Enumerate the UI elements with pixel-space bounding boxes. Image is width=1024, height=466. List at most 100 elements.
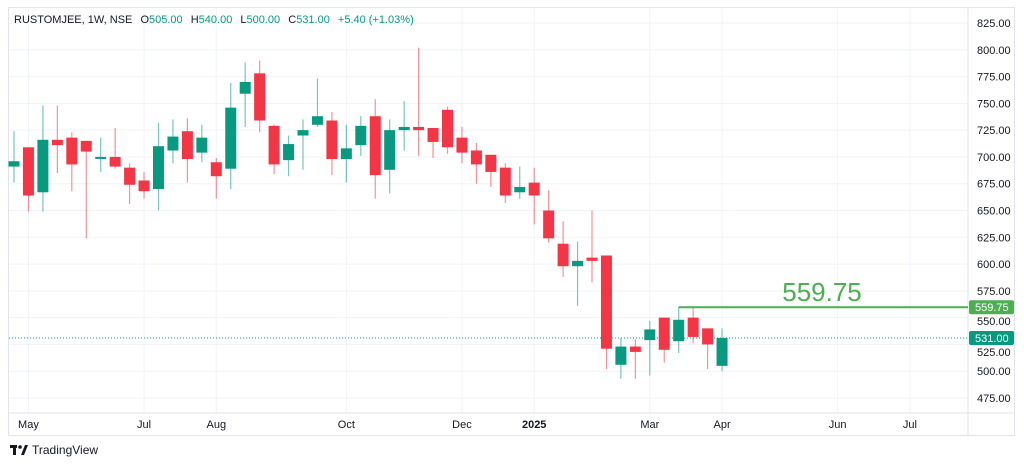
candle-body bbox=[181, 131, 193, 160]
candle bbox=[326, 111, 338, 176]
x-tick-label: Oct bbox=[338, 419, 355, 431]
tradingview-icon bbox=[10, 445, 28, 455]
candle bbox=[702, 328, 714, 370]
x-tick-label: Mar bbox=[640, 419, 659, 431]
candle-body bbox=[600, 255, 612, 349]
candle-body bbox=[326, 120, 338, 160]
candle-body bbox=[716, 337, 728, 366]
x-tick-label: Dec bbox=[452, 419, 472, 431]
y-tick-label: 650.00 bbox=[977, 205, 1011, 217]
candle-body bbox=[138, 180, 150, 192]
y-tick-label: 575.00 bbox=[977, 286, 1011, 298]
candle bbox=[644, 320, 656, 376]
candle bbox=[413, 47, 425, 156]
candle-body bbox=[658, 317, 670, 350]
open-label: O bbox=[140, 14, 149, 26]
low-label: L bbox=[240, 14, 247, 26]
candle-body bbox=[37, 139, 49, 193]
candle bbox=[629, 339, 641, 379]
candle-body bbox=[51, 139, 63, 146]
candle bbox=[340, 124, 352, 183]
candle bbox=[196, 124, 208, 163]
candle bbox=[283, 135, 295, 177]
candle-body bbox=[615, 346, 627, 365]
candle-body bbox=[413, 126, 425, 131]
candle bbox=[8, 131, 20, 183]
x-tick-label: Jun bbox=[829, 419, 847, 431]
high-value: 540.00 bbox=[198, 14, 233, 26]
y-tick-label: 725.00 bbox=[977, 125, 1011, 137]
candle bbox=[167, 119, 179, 164]
candle-body bbox=[95, 156, 107, 159]
candle bbox=[355, 116, 367, 156]
candle bbox=[80, 140, 92, 239]
candle-body bbox=[427, 127, 439, 142]
candle bbox=[442, 106, 453, 154]
candle-body bbox=[398, 126, 410, 131]
y-tick-label: 525.00 bbox=[977, 347, 1011, 359]
candle bbox=[485, 154, 497, 187]
candle-body bbox=[442, 109, 453, 148]
y-tick-label: 550.00 bbox=[977, 316, 1011, 328]
candle-body bbox=[340, 148, 352, 160]
candle bbox=[297, 119, 309, 170]
tradingview-logo[interactable]: TradingView bbox=[10, 443, 98, 457]
high-label: H bbox=[190, 14, 199, 26]
candle bbox=[153, 122, 164, 211]
candle bbox=[369, 99, 381, 199]
candle-body bbox=[355, 125, 367, 146]
chart-frame bbox=[8, 7, 1015, 436]
candle-body bbox=[153, 146, 164, 190]
candle bbox=[572, 241, 584, 306]
candle bbox=[543, 190, 555, 243]
candle bbox=[427, 127, 439, 158]
x-tick-label: May bbox=[18, 419, 39, 431]
x-tick-label: 2025 bbox=[522, 419, 546, 431]
candle bbox=[398, 101, 410, 151]
candle bbox=[210, 157, 222, 199]
candle-body bbox=[470, 150, 482, 165]
candle bbox=[557, 221, 569, 277]
candle-body bbox=[629, 346, 641, 352]
last-price-label: 531.00 bbox=[975, 333, 1009, 345]
candle bbox=[600, 255, 612, 370]
candle bbox=[716, 328, 728, 372]
candle-body bbox=[499, 167, 511, 196]
candle-body bbox=[225, 107, 237, 169]
horizontal-line-price-label-bg bbox=[969, 300, 1014, 315]
horizontal-line-text: 559.75 bbox=[782, 277, 862, 307]
candle-body bbox=[514, 186, 526, 193]
y-tick-label: 600.00 bbox=[977, 259, 1011, 271]
candle bbox=[109, 127, 121, 169]
candle bbox=[254, 60, 266, 133]
y-tick-label: 750.00 bbox=[977, 98, 1011, 110]
candle-body bbox=[687, 317, 699, 337]
candle bbox=[470, 142, 482, 184]
candle bbox=[687, 306, 699, 344]
candle bbox=[528, 167, 540, 225]
x-tick-label: Jul bbox=[137, 419, 151, 431]
candle-body bbox=[572, 260, 584, 267]
y-tick-label: 475.00 bbox=[977, 393, 1011, 405]
candle-body bbox=[283, 144, 295, 161]
candle bbox=[138, 171, 150, 199]
candle-body bbox=[109, 156, 121, 167]
tradingview-label: TradingView bbox=[32, 443, 99, 457]
symbol-label[interactable]: RUSTOMJEE, 1W, NSE bbox=[14, 14, 133, 26]
candle bbox=[95, 137, 107, 172]
candle-body bbox=[543, 210, 555, 239]
change-value: +5.40 (+1.03%) bbox=[337, 14, 414, 26]
x-tick-label: Aug bbox=[207, 419, 227, 431]
candle-body bbox=[311, 116, 323, 125]
close-label: C bbox=[288, 14, 297, 26]
candle-body bbox=[456, 137, 468, 153]
candle-body bbox=[673, 319, 685, 342]
candle bbox=[181, 118, 193, 183]
candle-body bbox=[196, 137, 208, 153]
candle-body bbox=[586, 257, 598, 261]
candle bbox=[37, 105, 49, 212]
candle bbox=[51, 105, 63, 173]
candle-body bbox=[254, 73, 266, 121]
candle-body bbox=[80, 140, 92, 152]
